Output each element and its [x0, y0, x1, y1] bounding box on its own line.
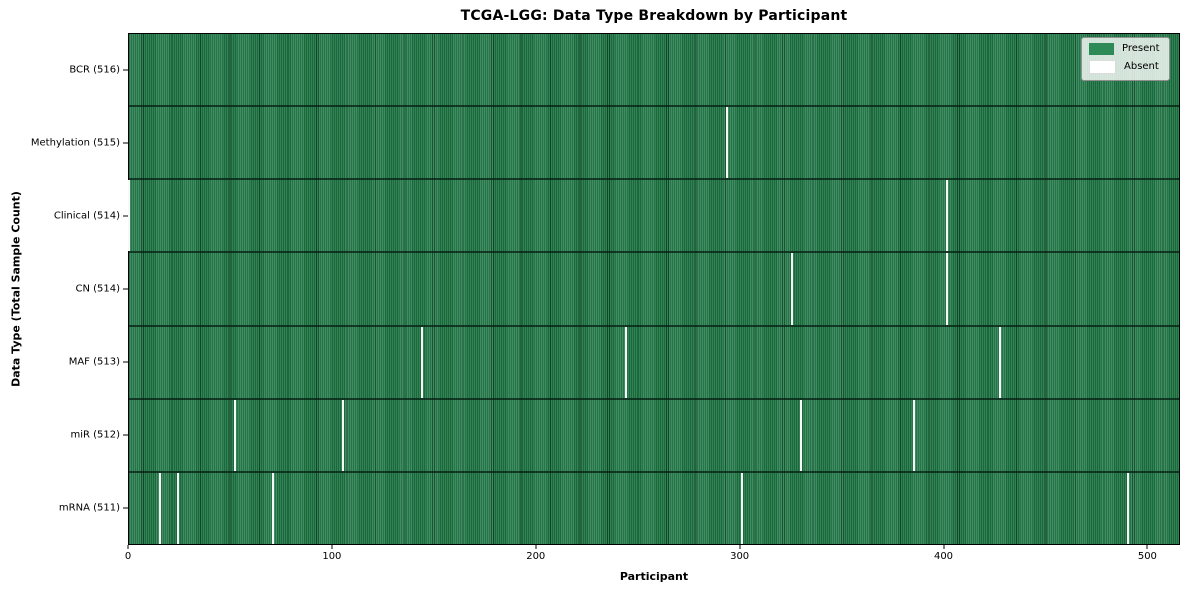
- absent-gap: [799, 399, 802, 471]
- y-tick-mark: [123, 288, 128, 290]
- absent-gap: [176, 472, 179, 544]
- legend: Present Absent: [1081, 37, 1170, 81]
- absent-gap: [946, 180, 949, 252]
- row-cn: [129, 251, 1179, 325]
- absent-gap: [726, 107, 729, 179]
- y-tick-mark: [123, 69, 128, 71]
- x-tick-mark: [739, 545, 741, 549]
- legend-entry-absent: Absent: [1089, 60, 1160, 74]
- y-tick-mark: [123, 361, 128, 363]
- y-tick-label: Clinical (514): [53, 210, 120, 222]
- legend-swatch-present: [1089, 43, 1114, 55]
- x-tick-mark: [943, 545, 944, 549]
- y-tick-mark: [123, 142, 128, 144]
- legend-label-present: Present: [1122, 43, 1160, 54]
- x-tick-label: 400: [933, 551, 954, 562]
- absent-gap: [421, 326, 424, 398]
- absent-gap: [624, 326, 627, 398]
- y-tick-label: miR (512): [70, 429, 120, 441]
- y-axis-label: Data Type (Total Sample Count): [9, 191, 23, 387]
- absent-gap: [946, 253, 949, 325]
- absent-gap: [341, 399, 344, 471]
- absent-gap: [272, 472, 275, 544]
- x-tick-mark: [535, 545, 537, 549]
- legend-label-absent: Absent: [1124, 61, 1159, 72]
- x-tick-label: 0: [124, 551, 132, 562]
- absent-gap: [740, 472, 743, 544]
- y-axis: BCR (516) Methylation (515) Clinical (514)…: [0, 33, 120, 545]
- x-tick-label: 500: [1137, 551, 1157, 562]
- row-maf: [129, 324, 1179, 398]
- y-tick-label: BCR (516): [69, 64, 120, 76]
- absent-gap: [128, 180, 130, 252]
- x-tick-label: 200: [526, 551, 546, 562]
- y-tick-mark: [123, 215, 128, 217]
- plot-area: [128, 33, 1180, 545]
- chart-title: TCGA-LGG: Data Type Breakdown by Partici…: [460, 8, 848, 24]
- row-clinical: [128, 178, 1179, 252]
- absent-gap: [998, 326, 1001, 398]
- legend-swatch-absent: [1089, 60, 1116, 74]
- x-tick-label: 100: [322, 551, 342, 562]
- absent-gap: [913, 399, 916, 471]
- x-tick-mark: [331, 545, 333, 549]
- legend-entry-present: Present: [1089, 43, 1160, 55]
- absent-gap: [1127, 472, 1130, 544]
- row-methylation: [129, 105, 1179, 179]
- x-tick-mark: [127, 545, 129, 549]
- row-mrna: [129, 470, 1179, 544]
- absent-gap: [233, 399, 236, 471]
- x-tick-label: 300: [730, 551, 750, 562]
- y-tick-mark: [123, 507, 128, 509]
- row-bcr: [129, 34, 1179, 106]
- x-axis-label: Participant: [619, 570, 689, 583]
- absent-gap: [158, 472, 161, 544]
- y-tick-marks: [123, 33, 128, 545]
- row-mir: [129, 397, 1179, 471]
- y-tick-label: mRNA (511): [58, 502, 120, 514]
- absent-gap: [791, 253, 794, 325]
- y-tick-label: MAF (513): [68, 356, 120, 368]
- x-tick-mark: [1146, 545, 1148, 549]
- y-tick-label: Methylation (515): [30, 137, 120, 149]
- y-tick-label: CN (514): [75, 283, 120, 295]
- x-axis: 0 100 200 300 400 500: [124, 545, 1180, 575]
- y-tick-mark: [123, 434, 128, 436]
